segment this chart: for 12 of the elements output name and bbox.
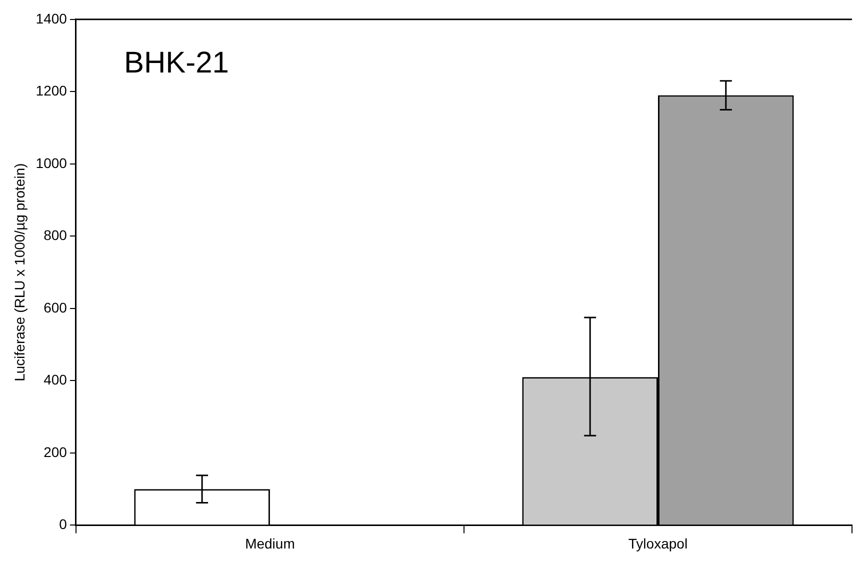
y-tick-label: 1000: [36, 154, 68, 171]
y-tick-label: 800: [44, 227, 68, 244]
y-tick-label: 0: [59, 516, 68, 532]
y-tick-label: 600: [44, 299, 68, 316]
y-tick-label: 1200: [36, 82, 68, 99]
x-tick-label: Tyloxapol: [628, 535, 688, 552]
annotation: BHK-21: [124, 46, 229, 80]
y-tick-label: 400: [44, 372, 68, 388]
y-axis-title: Luciferase (RLU x 1000/µg protein): [11, 163, 28, 382]
y-tick-label: 200: [44, 444, 68, 460]
x-tick-label: Medium: [245, 535, 295, 552]
y-tick-label: 1400: [36, 10, 68, 26]
